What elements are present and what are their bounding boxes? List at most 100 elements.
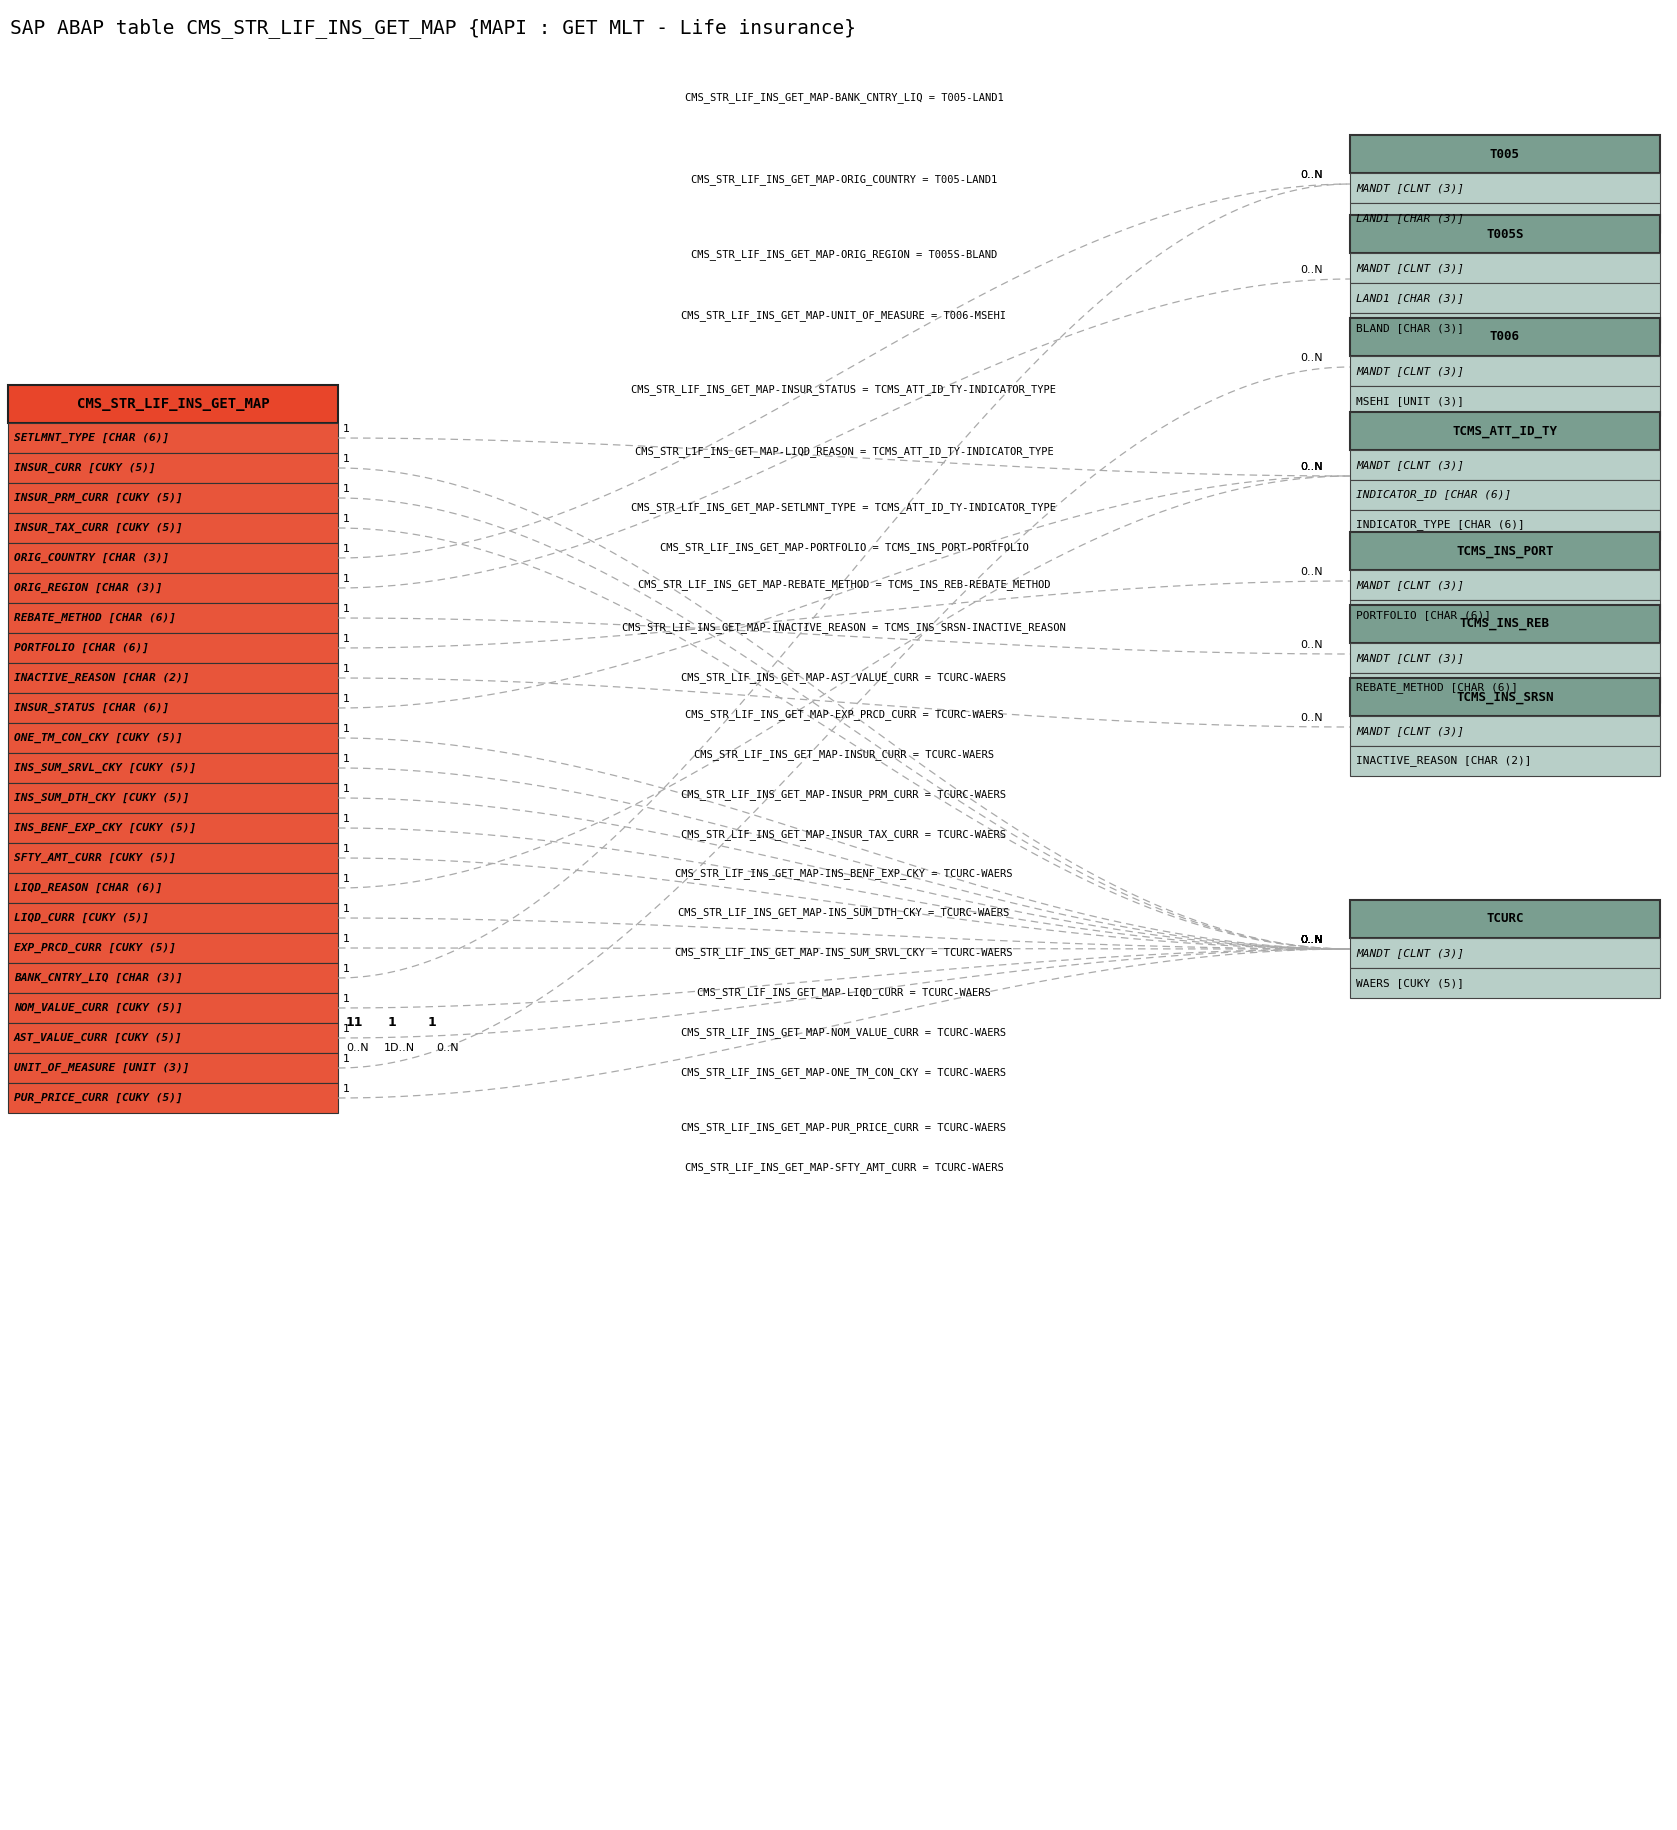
Text: 0..N: 0..N bbox=[1300, 935, 1323, 944]
FancyBboxPatch shape bbox=[1350, 606, 1660, 642]
Text: CMS_STR_LIF_INS_GET_MAP-INSUR_PRM_CURR = TCURC-WAERS: CMS_STR_LIF_INS_GET_MAP-INSUR_PRM_CURR =… bbox=[681, 789, 1006, 800]
Text: 0..N: 0..N bbox=[1300, 935, 1323, 944]
Text: PORTFOLIO [CHAR (6)]: PORTFOLIO [CHAR (6)] bbox=[1357, 609, 1491, 620]
Text: SFTY_AMT_CURR [CUKY (5)]: SFTY_AMT_CURR [CUKY (5)] bbox=[13, 853, 176, 864]
FancyBboxPatch shape bbox=[1350, 673, 1660, 703]
Text: MANDT [CLNT (3)]: MANDT [CLNT (3)] bbox=[1357, 727, 1464, 736]
Text: MSEHI [UNIT (3)]: MSEHI [UNIT (3)] bbox=[1357, 395, 1464, 406]
Text: 1: 1 bbox=[344, 783, 350, 794]
Text: 1: 1 bbox=[344, 964, 350, 974]
FancyBboxPatch shape bbox=[1350, 313, 1660, 342]
Text: MANDT [CLNT (3)]: MANDT [CLNT (3)] bbox=[1357, 183, 1464, 192]
FancyBboxPatch shape bbox=[8, 662, 339, 694]
Text: CMS_STR_LIF_INS_GET_MAP-INS_SUM_DTH_CKY = TCURC-WAERS: CMS_STR_LIF_INS_GET_MAP-INS_SUM_DTH_CKY … bbox=[679, 908, 1010, 919]
Text: NOM_VALUE_CURR [CUKY (5)]: NOM_VALUE_CURR [CUKY (5)] bbox=[13, 1003, 183, 1014]
Text: INSUR_STATUS [CHAR (6)]: INSUR_STATUS [CHAR (6)] bbox=[13, 703, 169, 714]
FancyBboxPatch shape bbox=[1350, 253, 1660, 284]
Text: EXP_PRCD_CURR [CUKY (5)]: EXP_PRCD_CURR [CUKY (5)] bbox=[13, 942, 176, 953]
Text: CMS_STR_LIF_INS_GET_MAP-ORIG_REGION = T005S-BLAND: CMS_STR_LIF_INS_GET_MAP-ORIG_REGION = T0… bbox=[691, 249, 998, 260]
Text: MANDT [CLNT (3)]: MANDT [CLNT (3)] bbox=[1357, 459, 1464, 470]
Text: 1: 1 bbox=[344, 514, 350, 523]
Text: LIQD_CURR [CUKY (5)]: LIQD_CURR [CUKY (5)] bbox=[13, 913, 149, 922]
Text: INACTIVE_REASON [CHAR (2)]: INACTIVE_REASON [CHAR (2)] bbox=[1357, 756, 1531, 767]
FancyBboxPatch shape bbox=[8, 573, 339, 604]
Text: REBATE_METHOD [CHAR (6)]: REBATE_METHOD [CHAR (6)] bbox=[1357, 683, 1518, 694]
Text: WAERS [CUKY (5)]: WAERS [CUKY (5)] bbox=[1357, 977, 1464, 988]
Text: 0..N: 0..N bbox=[1300, 170, 1323, 179]
Text: 0..N: 0..N bbox=[1300, 935, 1323, 944]
Text: CMS_STR_LIF_INS_GET_MAP-INSUR_STATUS = TCMS_ATT_ID_TY-INDICATOR_TYPE: CMS_STR_LIF_INS_GET_MAP-INSUR_STATUS = T… bbox=[632, 384, 1057, 395]
Text: CMS_STR_LIF_INS_GET_MAP-PUR_PRICE_CURR = TCURC-WAERS: CMS_STR_LIF_INS_GET_MAP-PUR_PRICE_CURR =… bbox=[681, 1122, 1006, 1133]
Text: 0..N: 0..N bbox=[1300, 935, 1323, 944]
Text: 1: 1 bbox=[344, 875, 350, 884]
Text: CMS_STR_LIF_INS_GET_MAP-INSUR_TAX_CURR = TCURC-WAERS: CMS_STR_LIF_INS_GET_MAP-INSUR_TAX_CURR =… bbox=[681, 829, 1006, 840]
FancyBboxPatch shape bbox=[1350, 716, 1660, 747]
Text: CMS_STR_LIF_INS_GET_MAP-PORTFOLIO = TCMS_INS_PORT-PORTFOLIO: CMS_STR_LIF_INS_GET_MAP-PORTFOLIO = TCMS… bbox=[659, 542, 1028, 553]
Text: 11: 11 bbox=[345, 1016, 364, 1028]
Text: CMS_STR_LIF_INS_GET_MAP-SETLMNT_TYPE = TCMS_ATT_ID_TY-INDICATOR_TYPE: CMS_STR_LIF_INS_GET_MAP-SETLMNT_TYPE = T… bbox=[632, 503, 1057, 514]
FancyBboxPatch shape bbox=[8, 994, 339, 1023]
Text: 1: 1 bbox=[344, 604, 350, 615]
Text: TCURC: TCURC bbox=[1486, 913, 1524, 926]
Text: LAND1 [CHAR (3)]: LAND1 [CHAR (3)] bbox=[1357, 212, 1464, 223]
FancyBboxPatch shape bbox=[1350, 968, 1660, 997]
Text: 1: 1 bbox=[428, 1016, 436, 1028]
Text: INACTIVE_REASON [CHAR (2)]: INACTIVE_REASON [CHAR (2)] bbox=[13, 673, 190, 683]
Text: 1: 1 bbox=[344, 454, 350, 465]
Text: 0..N: 0..N bbox=[1300, 461, 1323, 472]
FancyBboxPatch shape bbox=[8, 1023, 339, 1052]
FancyBboxPatch shape bbox=[8, 723, 339, 752]
Text: 1: 1 bbox=[387, 1016, 397, 1028]
Text: 0..N: 0..N bbox=[1300, 461, 1323, 472]
Text: 0..N: 0..N bbox=[1300, 714, 1323, 723]
FancyBboxPatch shape bbox=[1350, 533, 1660, 569]
Text: 0..N: 0..N bbox=[1300, 935, 1323, 944]
FancyBboxPatch shape bbox=[1350, 900, 1660, 939]
FancyBboxPatch shape bbox=[8, 902, 339, 933]
FancyBboxPatch shape bbox=[8, 752, 339, 783]
Text: ORIG_REGION [CHAR (3)]: ORIG_REGION [CHAR (3)] bbox=[13, 584, 163, 593]
Text: 1: 1 bbox=[344, 425, 350, 434]
Text: 1: 1 bbox=[344, 694, 350, 705]
Text: 1D..N: 1D..N bbox=[384, 1043, 416, 1052]
Text: SAP ABAP table CMS_STR_LIF_INS_GET_MAP {MAPI : GET MLT - Life insurance}: SAP ABAP table CMS_STR_LIF_INS_GET_MAP {… bbox=[10, 18, 855, 38]
Text: SETLMNT_TYPE [CHAR (6)]: SETLMNT_TYPE [CHAR (6)] bbox=[13, 434, 169, 443]
FancyBboxPatch shape bbox=[8, 963, 339, 994]
Text: LAND1 [CHAR (3)]: LAND1 [CHAR (3)] bbox=[1357, 293, 1464, 304]
Text: T005S: T005S bbox=[1486, 227, 1524, 240]
Text: CMS_STR_LIF_INS_GET_MAP-INSUR_CURR = TCURC-WAERS: CMS_STR_LIF_INS_GET_MAP-INSUR_CURR = TCU… bbox=[694, 750, 994, 761]
Text: 1: 1 bbox=[344, 814, 350, 824]
Text: 1: 1 bbox=[344, 664, 350, 673]
FancyBboxPatch shape bbox=[1350, 174, 1660, 203]
Text: INSUR_PRM_CURR [CUKY (5)]: INSUR_PRM_CURR [CUKY (5)] bbox=[13, 492, 183, 503]
FancyBboxPatch shape bbox=[1350, 214, 1660, 253]
Text: CMS_STR_LIF_INS_GET_MAP-SFTY_AMT_CURR = TCURC-WAERS: CMS_STR_LIF_INS_GET_MAP-SFTY_AMT_CURR = … bbox=[684, 1162, 1003, 1173]
Text: 1: 1 bbox=[344, 1054, 350, 1063]
Text: 1: 1 bbox=[344, 633, 350, 644]
FancyBboxPatch shape bbox=[1350, 511, 1660, 540]
Text: 0..N: 0..N bbox=[1300, 935, 1323, 944]
FancyBboxPatch shape bbox=[8, 1052, 339, 1083]
Text: MANDT [CLNT (3)]: MANDT [CLNT (3)] bbox=[1357, 653, 1464, 662]
FancyBboxPatch shape bbox=[1350, 569, 1660, 600]
Text: 0..N: 0..N bbox=[1300, 461, 1323, 472]
Text: 0..N: 0..N bbox=[1300, 935, 1323, 944]
FancyBboxPatch shape bbox=[8, 844, 339, 873]
Text: PUR_PRICE_CURR [CUKY (5)]: PUR_PRICE_CURR [CUKY (5)] bbox=[13, 1093, 183, 1103]
Text: CMS_STR_LIF_INS_GET_MAP-EXP_PRCD_CURR = TCURC-WAERS: CMS_STR_LIF_INS_GET_MAP-EXP_PRCD_CURR = … bbox=[684, 710, 1003, 721]
FancyBboxPatch shape bbox=[1350, 677, 1660, 716]
Text: 1: 1 bbox=[344, 933, 350, 944]
Text: CMS_STR_LIF_INS_GET_MAP-INS_BENF_EXP_CKY = TCURC-WAERS: CMS_STR_LIF_INS_GET_MAP-INS_BENF_EXP_CKY… bbox=[676, 869, 1013, 880]
Text: MANDT [CLNT (3)]: MANDT [CLNT (3)] bbox=[1357, 264, 1464, 273]
Text: ONE_TM_CON_CKY [CUKY (5)]: ONE_TM_CON_CKY [CUKY (5)] bbox=[13, 732, 183, 743]
FancyBboxPatch shape bbox=[8, 933, 339, 963]
FancyBboxPatch shape bbox=[1350, 939, 1660, 968]
FancyBboxPatch shape bbox=[1350, 284, 1660, 313]
Text: 0..N: 0..N bbox=[1300, 567, 1323, 576]
FancyBboxPatch shape bbox=[8, 604, 339, 633]
FancyBboxPatch shape bbox=[1350, 600, 1660, 630]
Text: 0..N: 0..N bbox=[1300, 935, 1323, 944]
Text: 1: 1 bbox=[344, 994, 350, 1005]
FancyBboxPatch shape bbox=[1350, 203, 1660, 232]
FancyBboxPatch shape bbox=[8, 454, 339, 483]
